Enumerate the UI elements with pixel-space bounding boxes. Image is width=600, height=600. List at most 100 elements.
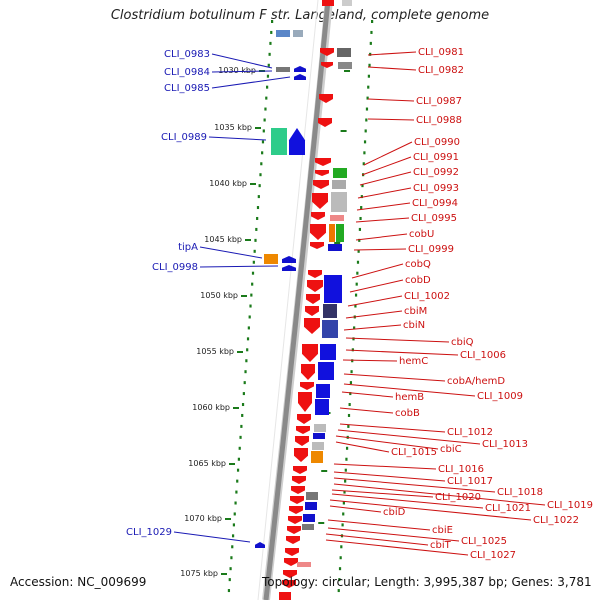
ruler-dots-right (355, 282, 358, 286)
right-leader-line (333, 477, 496, 493)
right-gene-label: cbiT (430, 540, 452, 551)
gene-arrow-reverse (292, 476, 306, 484)
ruler-dots-left (230, 556, 233, 560)
ruler-dots-right (344, 479, 347, 483)
ruler-dots-right (345, 457, 348, 461)
gene-block (311, 451, 323, 463)
ruler-dots-left (262, 129, 265, 133)
ruler-dots-left (246, 337, 250, 341)
ruler-dots-right (371, 20, 374, 23)
ruler-dots-right (354, 304, 357, 308)
left-gene-label: CLI_1029 (126, 527, 172, 538)
gene-arrow-reverse (285, 548, 299, 556)
ruler-dots-right (347, 424, 350, 428)
ruler-dots-left (247, 326, 250, 330)
left-gene-label: CLI_0983 (164, 49, 210, 60)
ruler-dots-left (256, 216, 259, 220)
right-leader-line (329, 499, 532, 521)
ruler-dots-right (342, 512, 345, 516)
gene-block (333, 168, 347, 178)
ruler-dots-right (348, 403, 351, 407)
right-gene-label: CLI_0988 (416, 115, 462, 126)
gene-block (276, 30, 290, 37)
ruler-dots-right (358, 227, 362, 231)
ruler-dots-right (365, 107, 369, 111)
ruler-dots-left (241, 413, 244, 417)
ruler-dots-left (243, 381, 246, 385)
ruler-dots-left (250, 293, 253, 297)
gene-block (313, 433, 325, 439)
ruler-dots-right (337, 589, 340, 593)
right-leader-line (349, 279, 404, 293)
kbp-tick-mark (241, 295, 247, 297)
gene-arrow-reverse (282, 580, 296, 588)
kbp-tick-label: 1065 kbp (188, 459, 226, 468)
gene-block (293, 30, 303, 37)
right-gene-label: cbiC (440, 444, 462, 455)
right-gene-label: cobU (409, 229, 434, 240)
kbp-tick-label: 1075 kbp (180, 569, 218, 578)
gene-arrow-reverse (312, 193, 328, 209)
right-leader-line (361, 156, 412, 176)
ruler-dots-right (363, 151, 366, 155)
accession-label: Accession: NC_009699 (10, 575, 147, 589)
minor-tick-mark (321, 470, 328, 472)
right-leader-line (333, 471, 446, 482)
ruler-dots-right (362, 162, 365, 166)
ruler-dots-left (236, 468, 240, 472)
gene-arrow-reverse (284, 558, 298, 566)
gene-arrow-reverse (304, 318, 320, 334)
gene-block (279, 592, 291, 600)
ruler-dots-left (266, 85, 269, 89)
right-gene-label: CLI_1019 (547, 500, 593, 511)
right-leader-line (357, 187, 412, 199)
kbp-tick-label: 1030 kbp (218, 66, 256, 75)
gene-block (332, 180, 346, 189)
ruler-dots-right (367, 74, 370, 78)
ruler-dots-left (238, 446, 241, 450)
ruler-dots-right (353, 326, 356, 330)
ruler-dots-left (231, 545, 234, 549)
ruler-dots-left (237, 457, 240, 461)
kbp-tick-mark (225, 518, 231, 520)
ruler-dots-left (269, 41, 272, 45)
right-gene-label: cobA/hemD (447, 376, 505, 387)
right-leader-line (335, 435, 439, 450)
ruler-dots-left (254, 238, 257, 242)
right-gene-label: CLI_1025 (461, 536, 507, 547)
ruler-dots-right (341, 523, 344, 527)
minor-tick-mark (318, 522, 325, 524)
gene-block (314, 424, 326, 432)
ruler-dots-right (360, 206, 363, 210)
gene-block (324, 275, 342, 303)
minor-tick-mark (340, 130, 347, 132)
right-leader-line (343, 373, 446, 382)
ruler-dots-left (246, 348, 249, 352)
right-leader-line (359, 171, 412, 186)
kbp-tick-mark (250, 183, 256, 185)
gene-block (336, 224, 344, 242)
right-gene-label: cbiD (383, 507, 406, 518)
gene-arrow-reverse (319, 94, 333, 103)
right-leader-line (335, 441, 390, 453)
right-leader-line (355, 217, 410, 223)
gene-arrow-reverse (318, 118, 332, 127)
right-gene-label: CLI_1002 (404, 291, 450, 302)
right-leader-line (343, 324, 402, 331)
ruler-dots-right (363, 140, 367, 144)
right-gene-label: CLI_1018 (497, 487, 543, 498)
ruler-dots-right (343, 490, 346, 494)
minor-tick-mark (334, 242, 341, 244)
ruler-dots-left (251, 271, 255, 275)
kbp-tick-label: 1055 kbp (196, 347, 234, 356)
kbp-tick-mark (255, 127, 261, 129)
right-gene-label: hemB (395, 392, 424, 403)
ruler-dots-right (338, 567, 342, 571)
left-leader-line (208, 136, 267, 141)
gene-block (303, 514, 315, 522)
right-leader-line (333, 483, 546, 506)
right-gene-label: CLI_0990 (414, 137, 460, 148)
ruler-dots-right (340, 545, 343, 549)
ruler-dots-right (370, 30, 373, 34)
